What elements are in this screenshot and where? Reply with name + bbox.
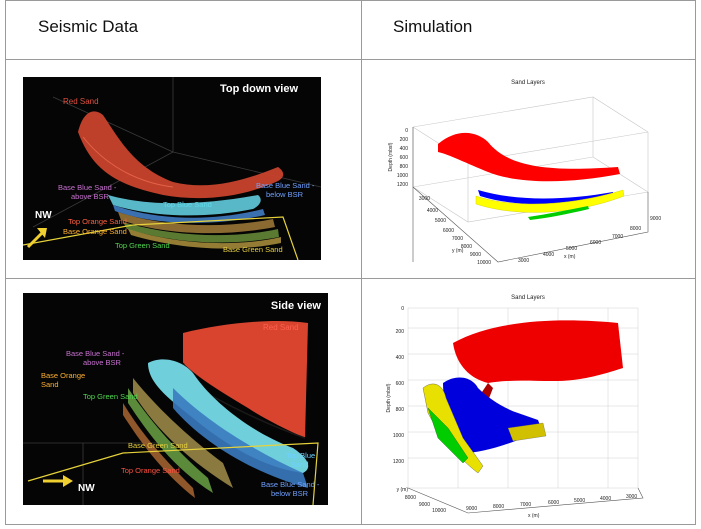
plot-title-top: Sand Layers xyxy=(511,80,545,86)
x-tick-side-6: 3000 xyxy=(626,494,637,500)
z-tick-top-3: 600 xyxy=(400,155,409,161)
label-base-blue-above-2: above BSR xyxy=(71,192,110,201)
label-top-orange-sand: Top Orange Sand xyxy=(68,217,127,226)
table-border-left xyxy=(5,0,6,525)
z-tick-top-2: 400 xyxy=(400,146,409,152)
x-tick-top-4: 7000 xyxy=(612,234,623,240)
x-tick-side-2: 7000 xyxy=(520,502,531,508)
z-tick-side-6: 1200 xyxy=(393,459,404,465)
label-red-sand-side: Red Sand xyxy=(263,323,299,332)
label-base-green-sand: Base Green Sand xyxy=(223,245,283,254)
y-tick-top-2: 5000 xyxy=(435,218,446,224)
label-top-green-side: Top Green Sand xyxy=(83,392,138,401)
x-tick-top-1: 4000 xyxy=(543,252,554,258)
seismic-top-down-image: Top down view Red Sand Base Blue Sand - … xyxy=(23,77,321,260)
z-tick-side-2: 400 xyxy=(396,355,405,361)
z-tick-top-5: 1000 xyxy=(397,173,408,179)
y-axis-label-side: y (m) xyxy=(397,487,409,493)
z-tick-top-1: 200 xyxy=(400,137,409,143)
y-tick-side-2: 10000 xyxy=(432,508,446,514)
label-base-green-side: Base Green Sand xyxy=(128,441,188,450)
y-tick-top-6: 9000 xyxy=(470,252,481,258)
x-tick-side-0: 9000 xyxy=(466,506,477,512)
label-base-blue-below-side-1: Base Blue Sand - xyxy=(261,480,320,489)
y-axis-label-top: y (m) xyxy=(452,248,464,254)
table-border-top xyxy=(5,0,696,1)
simulation-side-plot: Sand Layers Dept xyxy=(368,288,693,520)
label-base-orange-sand: Base Orange Sand xyxy=(63,227,127,236)
y-tick-top-0: 3000 xyxy=(419,196,430,202)
x-axis-label-top: x (m) xyxy=(564,254,576,260)
z-tick-side-5: 1000 xyxy=(393,433,404,439)
view-title-side: Side view xyxy=(271,300,322,312)
x-tick-side-4: 5000 xyxy=(574,498,585,504)
label-red-sand: Red Sand xyxy=(63,97,99,106)
x-tick-side-3: 6000 xyxy=(548,500,559,506)
y-tick-top-5: 8000 xyxy=(461,244,472,250)
x-tick-side-1: 8000 xyxy=(493,504,504,510)
x-tick-top-2: 5000 xyxy=(566,246,577,252)
label-base-blue-above-side-2: above BSR xyxy=(83,358,122,367)
z-tick-top-4: 800 xyxy=(400,164,409,170)
x-tick-side-5: 4000 xyxy=(600,496,611,502)
plot-title-side: Sand Layers xyxy=(511,295,545,301)
z-axis-label-top: Depth (mbsf) xyxy=(388,142,394,171)
z-tick-top-6: 1200 xyxy=(397,182,408,188)
north-arrow-icon xyxy=(26,228,47,249)
x-tick-top-3: 6000 xyxy=(590,240,601,246)
header-simulation: Simulation xyxy=(393,17,473,36)
z-tick-side-3: 600 xyxy=(396,381,405,387)
y-tick-top-4: 7000 xyxy=(452,236,463,242)
label-nw-side: NW xyxy=(78,483,95,494)
table-border-middle xyxy=(5,278,696,279)
label-base-orange-side-2: Sand xyxy=(41,380,59,389)
z-tick-top-0: 0 xyxy=(405,128,408,134)
header-seismic-data: Seismic Data xyxy=(38,17,139,36)
label-base-blue-above-side-1: Base Blue Sand - xyxy=(66,349,125,358)
seismic-side-view-image: Side view Red Sand Base Blue Sand - abov… xyxy=(23,293,328,505)
label-nw-top: NW xyxy=(35,210,52,221)
y-tick-side-0: 8000 xyxy=(405,495,416,501)
z-tick-side-4: 800 xyxy=(396,407,405,413)
table-border-bottom xyxy=(5,524,696,525)
z-axis-label-side: Depth (mbsf) xyxy=(386,383,392,412)
label-base-blue-below-1: Base Blue Sand - xyxy=(256,181,315,190)
z-tick-side-0: 0 xyxy=(401,306,404,312)
label-top-blue-side-2: Sand xyxy=(291,460,309,469)
label-base-blue-above-1: Base Blue Sand - xyxy=(58,183,117,192)
z-tick-side-1: 200 xyxy=(396,329,405,335)
simulation-top-plot: Sand Layers Depth (mbsf) 0 200 400 xyxy=(368,72,693,272)
label-top-blue-sand: Top Blue Sand xyxy=(163,200,212,209)
label-base-blue-below-side-2: below BSR xyxy=(271,489,309,498)
label-top-blue-side-1: Top Blue xyxy=(286,451,315,460)
table-border-header xyxy=(5,59,696,60)
y-tick-side-1: 9000 xyxy=(419,502,430,508)
x-axis-label-side: x (m) xyxy=(528,513,540,519)
y-tick-top-1: 4000 xyxy=(427,208,438,214)
view-title-top-down: Top down view xyxy=(220,83,298,95)
y-tick-top-7: 10000 xyxy=(477,260,491,266)
x-tick-top-0: 3000 xyxy=(518,258,529,264)
label-top-green-sand: Top Green Sand xyxy=(115,241,170,250)
label-base-blue-below-2: below BSR xyxy=(266,190,304,199)
label-base-orange-side-1: Base Orange xyxy=(41,371,85,380)
table-border-center xyxy=(361,0,362,525)
arrow-right-icon xyxy=(43,475,73,487)
x-tick-top-5: 8000 xyxy=(630,226,641,232)
label-top-orange-side: Top Orange Sand xyxy=(121,466,180,475)
y-tick-top-3: 6000 xyxy=(443,228,454,234)
x-tick-top-6: 9000 xyxy=(650,216,661,222)
table-border-right xyxy=(695,0,696,525)
